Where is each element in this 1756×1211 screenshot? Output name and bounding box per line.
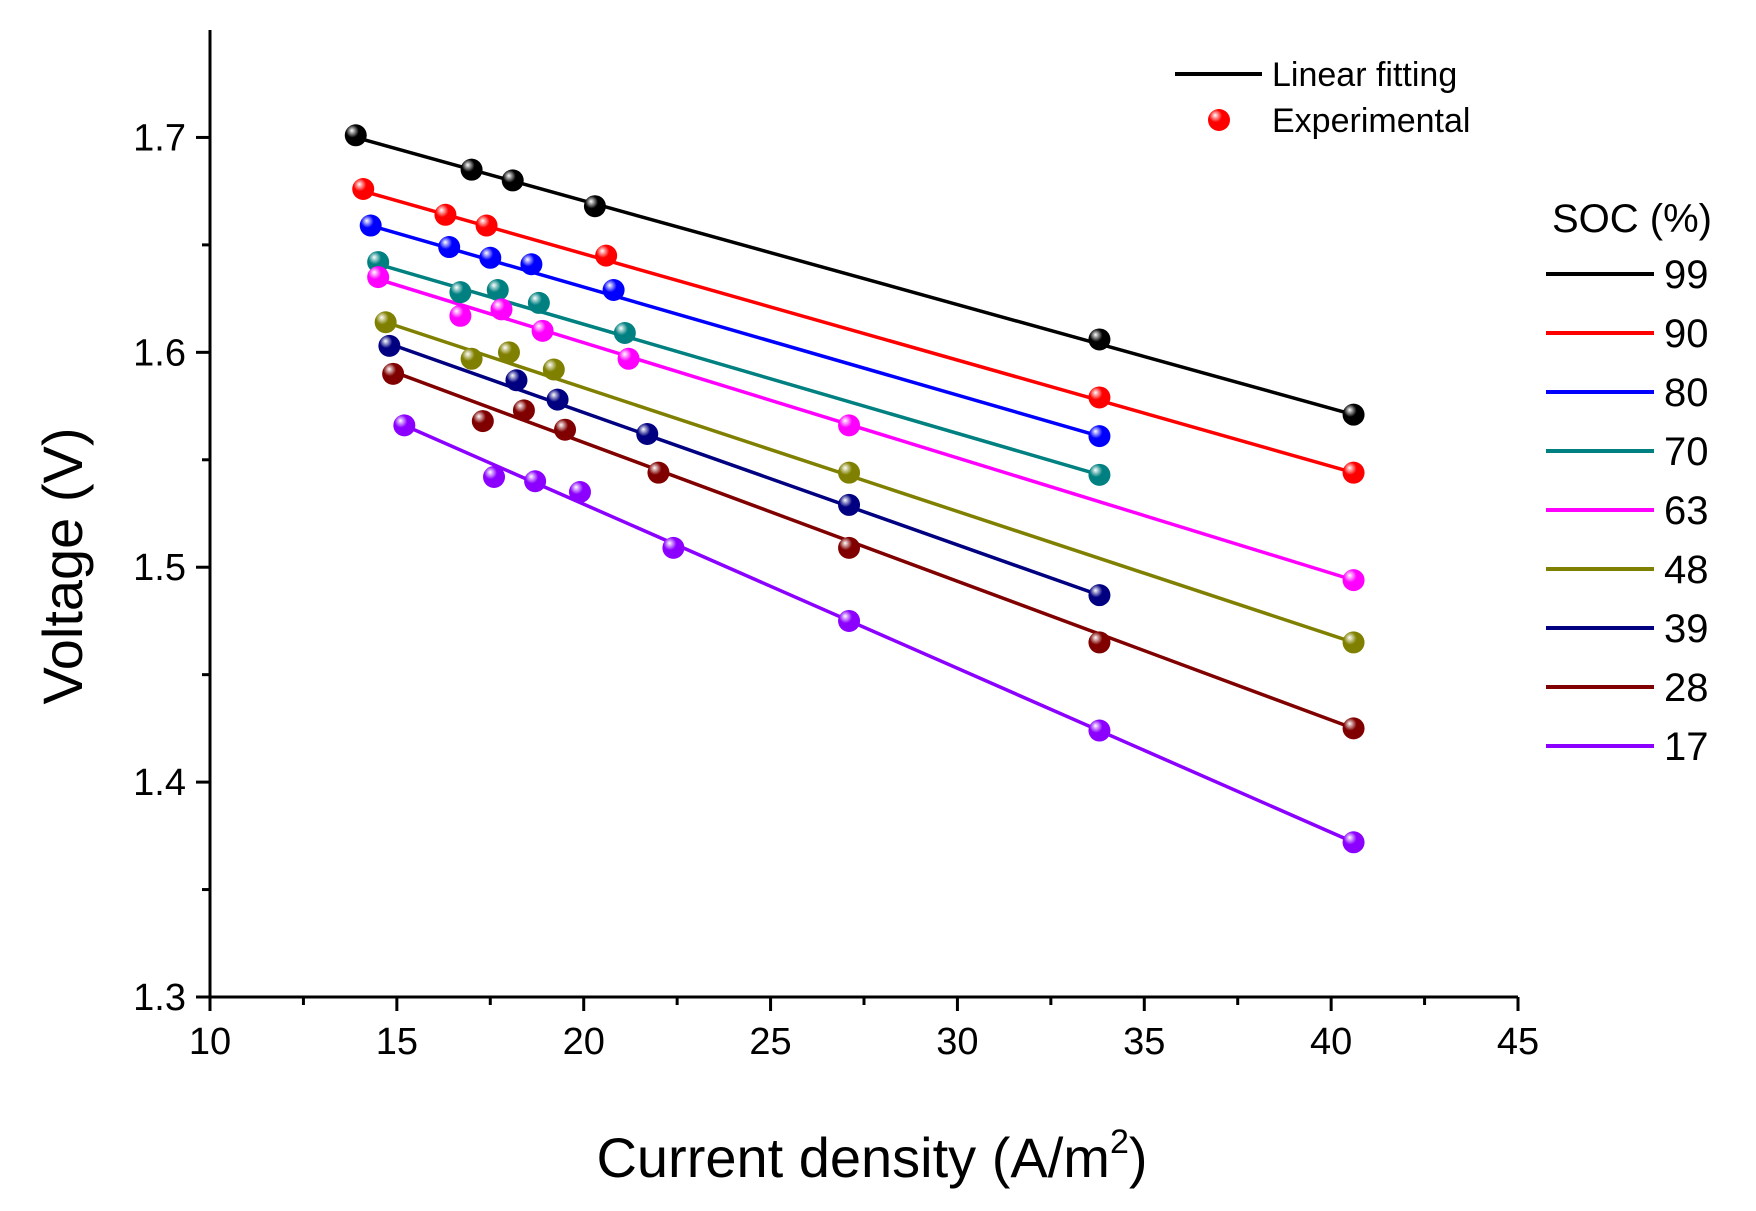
data-point-soc-48 <box>838 461 861 484</box>
data-point-soc-99 <box>1342 403 1365 426</box>
soc-legend-label-63: 63 <box>1664 489 1709 533</box>
data-point-soc-63 <box>617 347 640 370</box>
soc-legend-label-28: 28 <box>1664 666 1709 710</box>
data-point-soc-99 <box>460 158 483 181</box>
x-axis-title-superscript: 2 <box>1110 1123 1129 1161</box>
soc-legend-label-17: 17 <box>1664 725 1709 769</box>
data-point-soc-63 <box>449 304 472 327</box>
soc-legend-label-80: 80 <box>1664 371 1709 415</box>
axes: 10 15 20 25 30 35 40 45 1.3 1.4 1.5 1.6 1.7 <box>133 30 1539 1063</box>
data-point-soc-28 <box>512 399 535 422</box>
y-tick-label: 1.3 <box>133 977 186 1019</box>
x-tick-label: 40 <box>1310 1021 1352 1063</box>
data-point-soc-70 <box>527 291 550 314</box>
data-point-soc-17 <box>662 536 685 559</box>
y-tick-label: 1.6 <box>133 332 186 374</box>
soc-legend-label-99: 99 <box>1664 253 1709 297</box>
fit-line-soc-28 <box>392 370 1355 731</box>
data-point-soc-63 <box>838 414 861 437</box>
data-point-soc-28 <box>1088 631 1111 654</box>
data-point-soc-17 <box>838 609 861 632</box>
data-point-soc-90 <box>595 244 618 267</box>
y-tick-label: 1.5 <box>133 547 186 589</box>
data-point-soc-39 <box>505 369 528 392</box>
x-tick-label: 45 <box>1497 1021 1539 1063</box>
data-point-soc-17 <box>1342 831 1365 854</box>
data-point-soc-70 <box>449 281 472 304</box>
data-point-soc-80 <box>1088 425 1111 448</box>
legend: Linear fitting Experimental <box>1175 56 1470 140</box>
data-point-soc-28 <box>1342 717 1365 740</box>
data-point-soc-39 <box>838 493 861 516</box>
data-point-soc-28 <box>838 536 861 559</box>
data-point-soc-99 <box>344 124 367 147</box>
data-point-soc-48 <box>1342 631 1365 654</box>
soc-legend-title: SOC (%) <box>1552 197 1712 241</box>
data-point-soc-70 <box>1088 463 1111 486</box>
fit-line-soc-90 <box>362 189 1355 475</box>
data-point-soc-28 <box>647 461 670 484</box>
data-point-soc-17 <box>524 470 547 493</box>
data-point-soc-99 <box>1088 328 1111 351</box>
data-point-soc-17 <box>483 465 506 488</box>
data-point-soc-80 <box>359 214 382 237</box>
x-tick-label: 30 <box>936 1021 978 1063</box>
soc-legend-label-70: 70 <box>1664 430 1709 474</box>
y-tick-label: 1.4 <box>133 762 186 804</box>
data-point-soc-48 <box>542 358 565 381</box>
x-axis-title: Current density (A/m2) <box>596 1123 1147 1189</box>
data-point-soc-99 <box>583 195 606 218</box>
data-point-soc-48 <box>460 347 483 370</box>
y-tick-label: 1.7 <box>133 117 186 159</box>
data-point-soc-80 <box>602 279 625 302</box>
data-point-soc-70 <box>486 279 509 302</box>
soc-legend-label-48: 48 <box>1664 548 1709 592</box>
data-point-soc-63 <box>367 266 390 289</box>
data-point-soc-48 <box>374 311 397 334</box>
data-point-soc-17 <box>568 481 591 504</box>
data-point-soc-90 <box>475 214 498 237</box>
data-point-soc-80 <box>520 253 543 276</box>
data-point-soc-39 <box>546 388 569 411</box>
x-tick-label: 10 <box>189 1021 231 1063</box>
soc-legend-label-39: 39 <box>1664 607 1709 651</box>
soc-legend-label-90: 90 <box>1664 312 1709 356</box>
legend-marker-swatch <box>1208 109 1230 131</box>
x-axis-title-end: ) <box>1129 1126 1148 1189</box>
data-point-soc-39 <box>636 422 659 445</box>
data-point-soc-90 <box>1342 461 1365 484</box>
x-tick-label: 35 <box>1123 1021 1165 1063</box>
data-point-soc-39 <box>1088 584 1111 607</box>
data-point-soc-90 <box>352 178 375 201</box>
data-point-soc-63 <box>1342 569 1365 592</box>
data-point-soc-28 <box>554 418 577 441</box>
soc-legend: SOC (%) 99 90 80 70 63 48 39 28 17 <box>1546 197 1712 769</box>
data-point-soc-70 <box>613 321 636 344</box>
data-point-soc-28 <box>382 362 405 385</box>
x-tick-label: 15 <box>376 1021 418 1063</box>
legend-line-label: Linear fitting <box>1272 56 1457 94</box>
data-point-soc-17 <box>393 414 416 437</box>
data-point-soc-70 <box>367 251 390 274</box>
data-point-soc-90 <box>434 203 457 226</box>
fit-line-soc-17 <box>403 423 1355 844</box>
y-axis-title: Voltage (V) <box>31 427 94 704</box>
data-point-soc-28 <box>471 410 494 433</box>
data-points <box>344 124 1365 854</box>
x-tick-label: 25 <box>749 1021 791 1063</box>
data-point-soc-80 <box>479 246 502 269</box>
data-point-soc-48 <box>497 341 520 364</box>
data-point-soc-17 <box>1088 719 1111 742</box>
data-point-soc-63 <box>531 319 554 342</box>
fit-lines <box>355 135 1355 844</box>
data-point-soc-99 <box>501 169 524 192</box>
x-tick-label: 20 <box>563 1021 605 1063</box>
legend-marker-label: Experimental <box>1272 102 1470 140</box>
data-point-soc-80 <box>438 236 461 259</box>
data-point-soc-90 <box>1088 386 1111 409</box>
data-point-soc-63 <box>490 298 513 321</box>
x-axis-title-main: Current density (A/m <box>596 1126 1110 1189</box>
data-point-soc-39 <box>378 334 401 357</box>
